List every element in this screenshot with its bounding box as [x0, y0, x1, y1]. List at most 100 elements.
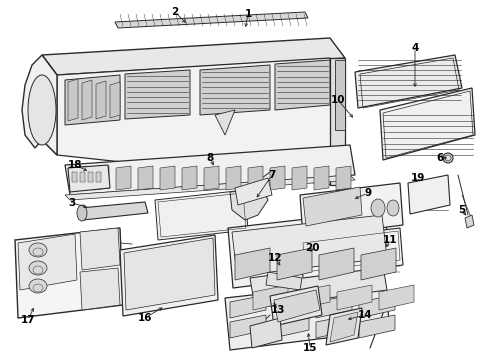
Polygon shape [266, 272, 302, 290]
Polygon shape [316, 315, 352, 338]
Text: 2: 2 [172, 7, 179, 17]
FancyBboxPatch shape [72, 172, 77, 182]
Polygon shape [336, 166, 351, 190]
Polygon shape [42, 38, 345, 75]
FancyBboxPatch shape [96, 172, 101, 182]
Polygon shape [80, 202, 148, 220]
Polygon shape [138, 166, 153, 190]
Polygon shape [380, 88, 475, 160]
Polygon shape [359, 315, 395, 338]
Polygon shape [232, 215, 387, 276]
Polygon shape [235, 248, 270, 280]
Polygon shape [275, 60, 330, 110]
Polygon shape [80, 268, 120, 310]
Polygon shape [250, 318, 282, 348]
Text: 13: 13 [271, 305, 285, 315]
Text: 18: 18 [68, 160, 82, 170]
Polygon shape [330, 312, 358, 342]
Polygon shape [65, 145, 355, 195]
Polygon shape [155, 190, 248, 240]
Polygon shape [215, 110, 235, 135]
Polygon shape [270, 166, 285, 190]
Polygon shape [250, 260, 387, 308]
Polygon shape [319, 248, 354, 280]
Polygon shape [226, 166, 241, 190]
Polygon shape [182, 166, 197, 190]
Polygon shape [72, 166, 87, 190]
Polygon shape [94, 166, 109, 190]
Polygon shape [379, 285, 414, 310]
Polygon shape [355, 55, 462, 108]
Ellipse shape [28, 75, 56, 145]
Polygon shape [408, 175, 450, 214]
Polygon shape [292, 166, 307, 190]
Ellipse shape [29, 261, 47, 275]
Polygon shape [65, 75, 120, 125]
Text: 9: 9 [365, 188, 371, 198]
Polygon shape [270, 286, 322, 326]
Polygon shape [361, 248, 396, 280]
Polygon shape [300, 228, 403, 278]
Text: 10: 10 [331, 95, 345, 105]
Polygon shape [116, 166, 131, 190]
Polygon shape [230, 315, 266, 338]
Polygon shape [359, 295, 395, 318]
Polygon shape [230, 295, 266, 318]
Polygon shape [465, 215, 474, 228]
FancyBboxPatch shape [80, 172, 85, 182]
Polygon shape [65, 175, 355, 200]
Text: 20: 20 [305, 243, 319, 253]
Text: 6: 6 [437, 153, 443, 163]
Text: 19: 19 [411, 173, 425, 183]
Polygon shape [124, 238, 215, 310]
Text: 15: 15 [303, 343, 317, 353]
Polygon shape [68, 165, 110, 192]
Text: 17: 17 [21, 315, 35, 325]
Text: 1: 1 [245, 9, 252, 19]
Polygon shape [80, 228, 120, 270]
Polygon shape [120, 235, 218, 316]
Polygon shape [274, 290, 320, 322]
Polygon shape [15, 228, 123, 318]
Polygon shape [125, 70, 190, 119]
Polygon shape [316, 295, 352, 318]
Text: 14: 14 [358, 310, 372, 320]
Polygon shape [326, 308, 362, 345]
Ellipse shape [443, 153, 453, 163]
Polygon shape [160, 166, 175, 190]
Polygon shape [228, 210, 390, 288]
Polygon shape [42, 55, 57, 155]
Polygon shape [204, 166, 219, 190]
Ellipse shape [29, 243, 47, 257]
Polygon shape [300, 183, 403, 238]
Polygon shape [314, 166, 329, 190]
Polygon shape [273, 295, 309, 318]
Polygon shape [295, 285, 330, 310]
Polygon shape [57, 58, 335, 185]
Polygon shape [277, 248, 312, 280]
Text: 11: 11 [383, 235, 397, 245]
Polygon shape [82, 80, 92, 120]
Polygon shape [253, 285, 288, 310]
Ellipse shape [29, 279, 47, 293]
Polygon shape [200, 65, 270, 115]
Polygon shape [273, 315, 309, 338]
Text: 8: 8 [206, 153, 214, 163]
Text: 7: 7 [269, 170, 276, 180]
Polygon shape [22, 55, 57, 155]
Polygon shape [96, 81, 106, 119]
Polygon shape [68, 79, 78, 121]
Polygon shape [230, 188, 268, 220]
Text: 16: 16 [138, 313, 152, 323]
Ellipse shape [371, 199, 385, 217]
Ellipse shape [77, 205, 87, 221]
Polygon shape [248, 166, 263, 190]
Polygon shape [303, 187, 362, 226]
Polygon shape [330, 58, 345, 185]
Polygon shape [235, 178, 272, 205]
Text: 12: 12 [268, 253, 282, 263]
Text: 3: 3 [69, 198, 75, 208]
Polygon shape [225, 280, 390, 350]
Polygon shape [337, 285, 372, 310]
Text: 5: 5 [458, 205, 466, 215]
